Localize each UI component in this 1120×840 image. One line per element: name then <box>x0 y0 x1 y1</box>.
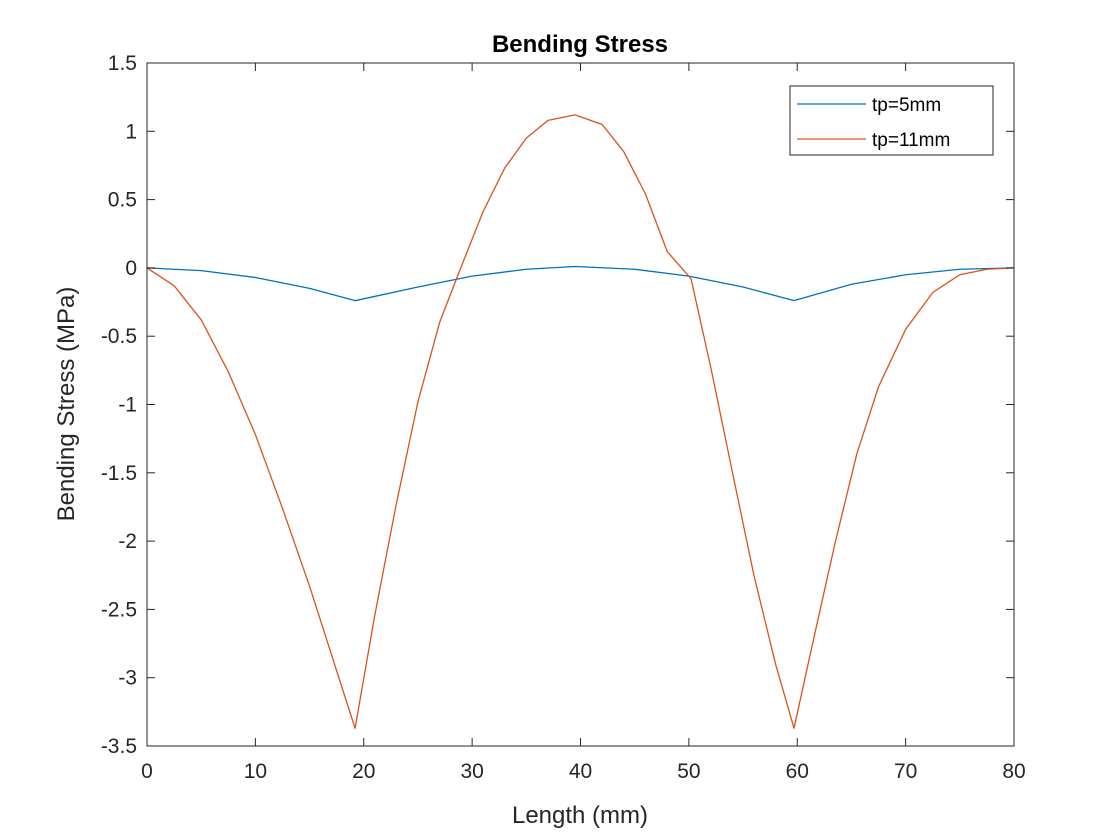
axes-layer: 0 10 20 30 40 50 60 70 80 1.5 1 0.5 0 -0.5 -1 -1.5 -2 -2.… <box>101 52 1026 783</box>
x-tick-label: 80 <box>1002 760 1025 783</box>
y-tick-label: 1.5 <box>108 52 137 75</box>
series-line-1 <box>146 265 1015 302</box>
y-tick-label: -1 <box>118 394 137 417</box>
legend-label-2: tp=11mm <box>872 130 950 151</box>
x-tick-label: 30 <box>460 760 483 783</box>
x-axis-label: Length (mm) <box>512 802 648 829</box>
legend-box <box>789 85 994 156</box>
plot-area <box>147 63 1014 746</box>
y-axis-label: Bending Stress (MPa) <box>53 287 80 522</box>
series-layer <box>146 114 1015 729</box>
chart-title: Bending Stress <box>492 31 668 58</box>
x-tick-label: 40 <box>569 760 592 783</box>
y-tick-label: -2 <box>118 530 137 553</box>
plot-background <box>147 63 1014 746</box>
y-tick-label: 1 <box>125 120 137 143</box>
y-tick-label: -0.5 <box>101 325 137 348</box>
y-tick-label: -2.5 <box>101 598 137 621</box>
y-tick-label: 0.5 <box>108 189 137 212</box>
x-tick-label: 20 <box>352 760 375 783</box>
legend-label-1: tp=5mm <box>872 95 941 116</box>
y-tick-label: 0 <box>125 257 137 280</box>
x-tick-label: 50 <box>677 760 700 783</box>
y-tick-label: -3.5 <box>101 735 137 758</box>
y-tick-label: -3 <box>118 667 137 690</box>
series-line-2 <box>146 114 1015 729</box>
x-tick-label: 70 <box>894 760 917 783</box>
x-tick-label: 10 <box>244 760 267 783</box>
legend: tp=5mm tp=11mm <box>789 85 994 156</box>
x-tick-label: 60 <box>786 760 809 783</box>
y-tick-label: -1.5 <box>101 462 137 485</box>
x-tick-label: 0 <box>141 760 153 783</box>
